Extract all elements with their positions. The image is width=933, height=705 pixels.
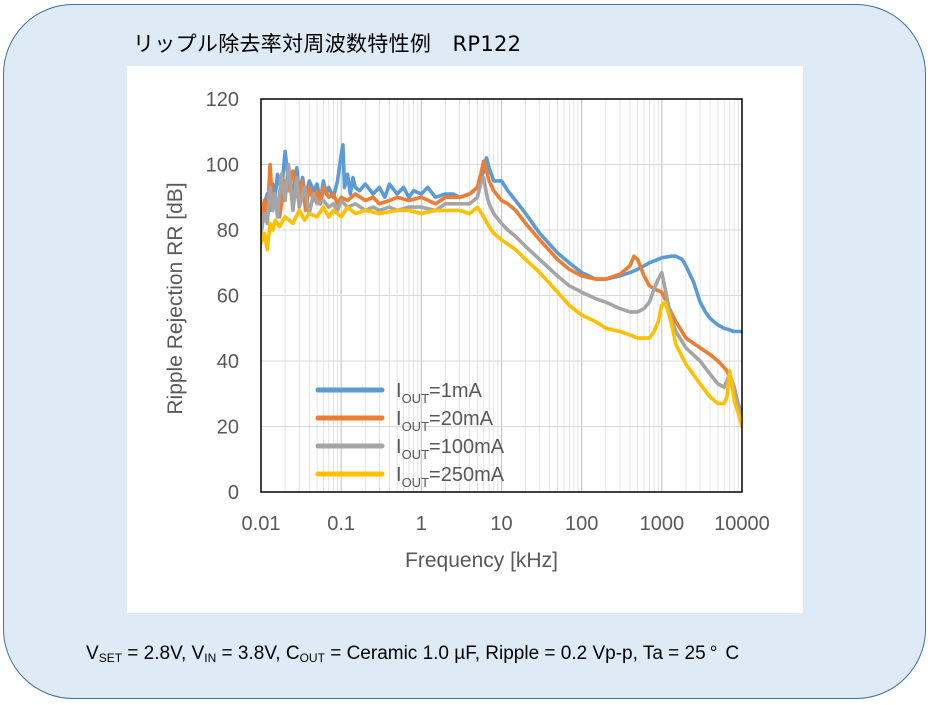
x-tick-labels: 0.01 0.1 1 10 100 1000 10000 bbox=[242, 513, 770, 535]
x-tick-label: 10000 bbox=[714, 513, 770, 535]
legend-subscript: OUT bbox=[402, 447, 430, 462]
x-tick-label: 0.01 bbox=[242, 513, 281, 535]
legend-subscript: OUT bbox=[402, 419, 430, 434]
degree-symbol: ° bbox=[709, 643, 718, 664]
test-conditions: VSET = 2.8V, VIN = 3.8V, COUT = Ceramic … bbox=[86, 643, 739, 665]
x-tick-label: 0.1 bbox=[327, 513, 355, 535]
x-axis-label: Frequency [kHz] bbox=[405, 549, 558, 572]
chart-title: リップル除去率対周波数特性例 RP122 bbox=[133, 32, 522, 56]
y-axis-label: Ripple Rejection RR [dB] bbox=[164, 182, 187, 414]
grid-lines bbox=[261, 99, 742, 492]
vset-symbol: V bbox=[86, 643, 99, 664]
cout-value: = Ceramic 1.0 µF, Ripple = 0.2 Vp-p, Ta … bbox=[324, 643, 706, 664]
y-tick-label: 60 bbox=[217, 286, 239, 308]
series-line-3 bbox=[261, 205, 742, 429]
cout-subscript: OUT bbox=[299, 651, 325, 665]
vset-value: = 2.8V, bbox=[122, 643, 192, 664]
y-tick-label: 100 bbox=[206, 155, 239, 177]
vin-symbol: V bbox=[191, 643, 205, 664]
legend-label-1: IOUT=20mA bbox=[396, 408, 494, 434]
legend-label-3: IOUT=250mA bbox=[396, 464, 505, 490]
vin-subscript: IN bbox=[204, 651, 217, 665]
plot-frame bbox=[260, 98, 743, 493]
legend-value: =1mA bbox=[429, 380, 482, 402]
y-tick-label: 20 bbox=[217, 417, 239, 439]
legend-label-2: IOUT=100mA bbox=[396, 436, 505, 462]
y-tick-label: 0 bbox=[228, 482, 239, 504]
legend-symbol: I bbox=[396, 408, 402, 430]
temperature-unit: C bbox=[725, 643, 740, 664]
y-tick-label: 40 bbox=[217, 351, 239, 373]
legend-value: =100mA bbox=[429, 436, 505, 458]
x-tick-label: 1 bbox=[416, 513, 427, 535]
vin-value: = 3.8V, bbox=[216, 643, 286, 664]
legend-symbol: I bbox=[396, 464, 402, 486]
legend-symbol: I bbox=[396, 436, 402, 458]
y-tick-label: 80 bbox=[217, 220, 239, 242]
series-lines bbox=[261, 143, 742, 429]
legend-subscript: OUT bbox=[402, 475, 430, 490]
y-tick-label: 120 bbox=[206, 89, 239, 111]
legend-value: =250mA bbox=[429, 464, 505, 486]
series-line-2 bbox=[261, 162, 742, 422]
legend-label-0: IOUT=1mA bbox=[396, 380, 482, 406]
y-tick-labels: 0 20 40 60 80 100 120 bbox=[206, 89, 239, 504]
x-tick-label: 1000 bbox=[640, 513, 685, 535]
legend-subscript: OUT bbox=[402, 391, 430, 406]
x-tick-label: 100 bbox=[565, 513, 598, 535]
legend-symbol: I bbox=[396, 380, 402, 402]
cout-symbol: C bbox=[285, 643, 300, 664]
x-tick-label: 10 bbox=[490, 513, 512, 535]
vset-subscript: SET bbox=[98, 651, 123, 665]
legend-value: =20mA bbox=[429, 408, 494, 430]
